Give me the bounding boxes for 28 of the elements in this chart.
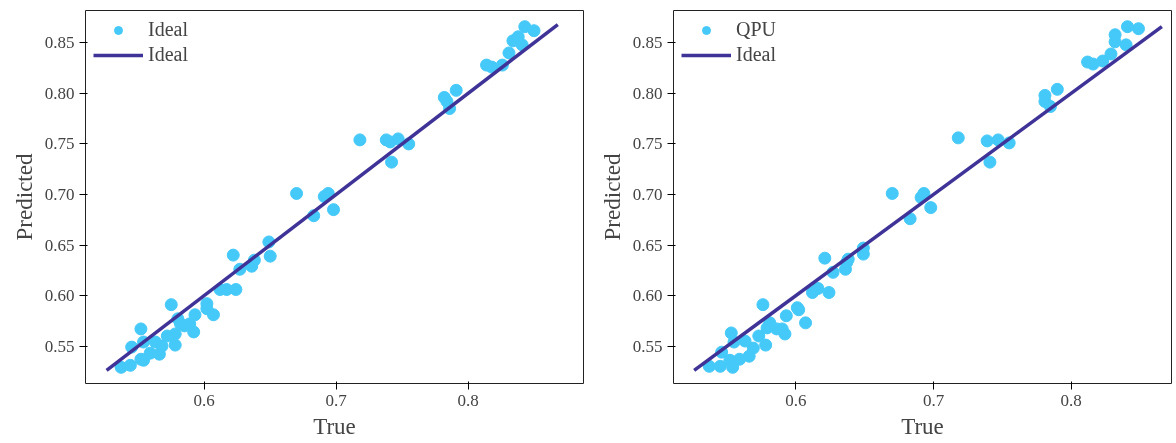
y-tick-label: 0.55 <box>632 336 663 356</box>
x-tick-label: 0.7 <box>325 390 348 410</box>
y-tick-label: 0.80 <box>44 83 75 103</box>
y-tick-label: 0.60 <box>44 286 75 306</box>
legend-label: Ideal <box>736 43 776 66</box>
y-axis-title: Predicted <box>11 153 37 241</box>
x-tick-label: 0.7 <box>922 390 945 410</box>
y-tick-label: 0.65 <box>632 235 663 255</box>
legend-label: Ideal <box>148 18 188 41</box>
y-tick-label: 0.85 <box>44 33 75 53</box>
x-axis-title: True <box>901 413 944 439</box>
y-tick-label: 0.65 <box>44 235 75 255</box>
x-tick-label: 0.6 <box>785 390 807 410</box>
legend-label: Ideal <box>148 43 188 66</box>
y-tick-label: 0.55 <box>44 336 75 356</box>
x-tick-label: 0.6 <box>193 390 215 410</box>
x-tick-label: 0.8 <box>1060 390 1082 410</box>
x-axis-title: True <box>313 413 356 439</box>
y-tick-label: 0.60 <box>632 286 663 306</box>
y-axis-title: Predicted <box>599 153 625 241</box>
y-tick-label: 0.70 <box>632 184 663 204</box>
y-tick-label: 0.75 <box>632 134 663 154</box>
legend-label: QPU <box>736 18 777 41</box>
y-tick-label: 0.75 <box>44 134 75 154</box>
y-tick-label: 0.70 <box>44 184 75 204</box>
y-tick-label: 0.85 <box>632 33 663 53</box>
y-tick-label: 0.80 <box>632 83 663 103</box>
x-tick-label: 0.8 <box>457 390 479 410</box>
